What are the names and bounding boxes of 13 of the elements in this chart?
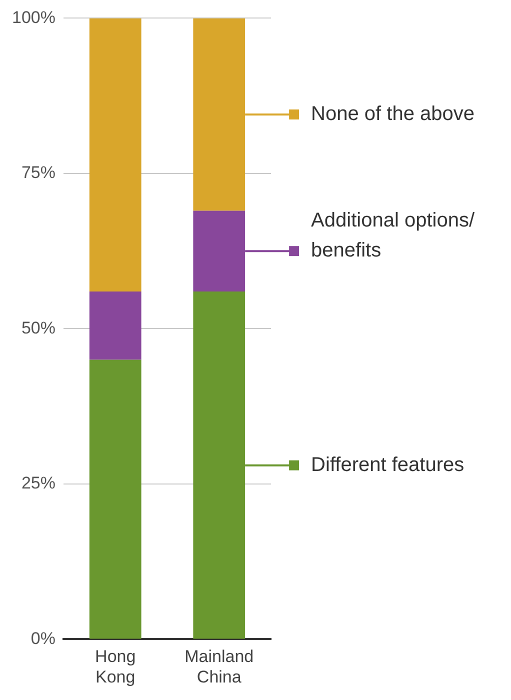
x-tick-label: Mainland China <box>184 647 254 686</box>
legend-label: Different features <box>311 454 464 476</box>
y-tick-label: 25% <box>21 474 56 493</box>
y-tick-label: 0% <box>30 628 56 648</box>
y-tick-label: 100% <box>12 8 56 27</box>
bar <box>89 360 142 639</box>
x-tick-label: Hong Kong <box>95 647 136 686</box>
y-tick-label: 50% <box>21 318 56 338</box>
bar <box>89 291 142 360</box>
legend-label: None of the above <box>311 102 475 125</box>
bar <box>89 18 142 292</box>
text: Additional options/ benefits <box>311 210 475 262</box>
y-tick-label: 75% <box>21 163 56 182</box>
